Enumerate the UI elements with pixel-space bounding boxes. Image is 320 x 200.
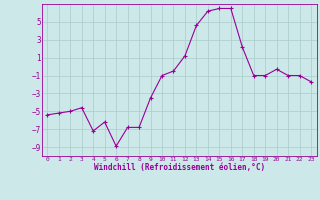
X-axis label: Windchill (Refroidissement éolien,°C): Windchill (Refroidissement éolien,°C) xyxy=(94,163,265,172)
